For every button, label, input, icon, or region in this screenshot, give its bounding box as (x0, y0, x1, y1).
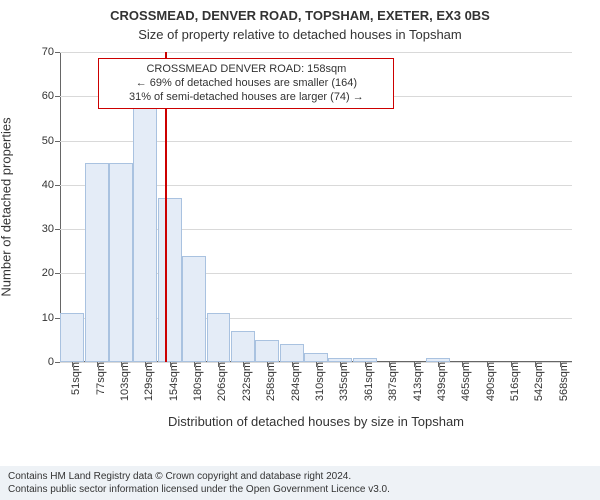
bar (304, 353, 328, 362)
bar (231, 331, 255, 362)
xtick-label: 103sqm (117, 362, 131, 401)
plot-area: 01020304050607051sqm77sqm103sqm129sqm154… (60, 52, 572, 362)
xtick-label: 490sqm (483, 362, 497, 401)
ytick-label: 20 (42, 267, 60, 279)
x-axis-label: Distribution of detached houses by size … (60, 414, 572, 429)
ytick-label: 30 (42, 223, 60, 235)
ytick-label: 70 (42, 46, 60, 58)
bar (280, 344, 304, 362)
footer-line-2: Contains public sector information licen… (8, 483, 592, 496)
ytick-label: 40 (42, 179, 60, 191)
ytick-label: 0 (48, 356, 60, 368)
xtick-label: 51sqm (68, 362, 82, 395)
bar (158, 198, 182, 362)
footer: Contains HM Land Registry data © Crown c… (0, 466, 600, 500)
annotation-line: CROSSMEAD DENVER ROAD: 158sqm (105, 63, 387, 77)
xtick-label: 284sqm (288, 362, 302, 401)
xtick-label: 232sqm (239, 362, 253, 401)
xtick-label: 335sqm (336, 362, 350, 401)
footer-line-1: Contains HM Land Registry data © Crown c… (8, 470, 592, 483)
xtick-label: 206sqm (214, 362, 228, 401)
y-axis-label: Number of detached properties (0, 117, 14, 296)
xtick-label: 361sqm (361, 362, 375, 401)
bar (85, 163, 109, 362)
bar (255, 340, 279, 362)
xtick-label: 180sqm (190, 362, 204, 401)
ytick-label: 10 (42, 312, 60, 324)
xtick-label: 413sqm (410, 362, 424, 401)
bar (60, 313, 84, 362)
chart-title: CROSSMEAD, DENVER ROAD, TOPSHAM, EXETER,… (0, 0, 600, 23)
xtick-label: 465sqm (458, 362, 472, 401)
annotation-line: ← 69% of detached houses are smaller (16… (105, 77, 387, 91)
xtick-label: 310sqm (312, 362, 326, 401)
bar (207, 313, 231, 362)
gridline (60, 52, 572, 53)
xtick-label: 258sqm (263, 362, 277, 401)
annotation-line: 31% of semi-detached houses are larger (… (105, 91, 387, 105)
bar (109, 163, 133, 362)
ytick-label: 50 (42, 135, 60, 147)
xtick-label: 516sqm (507, 362, 521, 401)
ytick-label: 60 (42, 90, 60, 102)
xtick-label: 129sqm (141, 362, 155, 401)
chart-subtitle: Size of property relative to detached ho… (0, 23, 600, 42)
xtick-label: 387sqm (385, 362, 399, 401)
xtick-label: 154sqm (166, 362, 180, 401)
xtick-label: 568sqm (556, 362, 570, 401)
xtick-label: 77sqm (93, 362, 107, 395)
bar (133, 105, 157, 362)
annotation-box: CROSSMEAD DENVER ROAD: 158sqm← 69% of de… (98, 58, 394, 109)
chart-container: CROSSMEAD, DENVER ROAD, TOPSHAM, EXETER,… (0, 0, 600, 500)
xtick-label: 439sqm (434, 362, 448, 401)
xtick-label: 542sqm (531, 362, 545, 401)
bar (182, 256, 206, 362)
